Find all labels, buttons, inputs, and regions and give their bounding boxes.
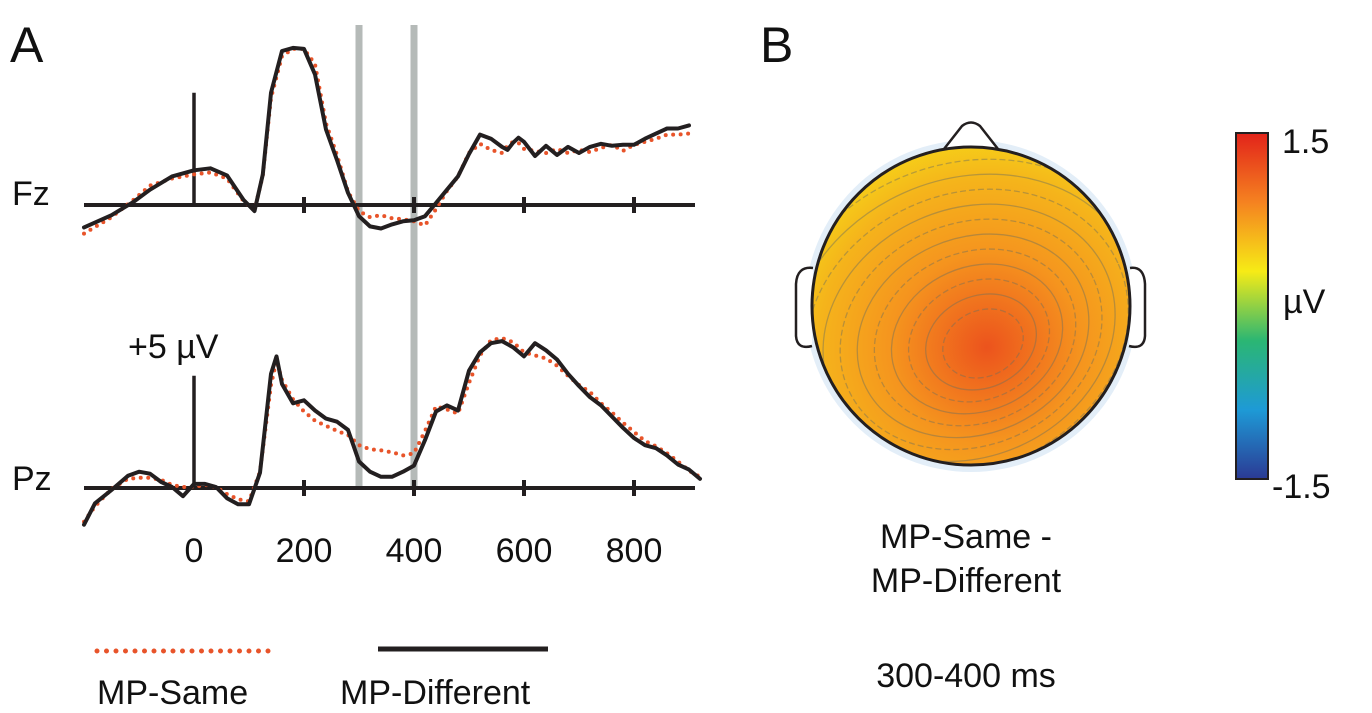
nose xyxy=(943,121,999,150)
contrast-caption-line-2: MP-Different xyxy=(871,562,1062,600)
right-ear xyxy=(1128,266,1147,349)
trace-pz-mp-different xyxy=(82,339,702,527)
colorbar: 1.5 µV -1.5 xyxy=(1235,123,1331,506)
head-outline xyxy=(810,145,1132,467)
colorbar-gradient xyxy=(1235,132,1269,480)
legend-label-mp-same: MP-Same xyxy=(97,674,248,712)
x-tick-label-600: 600 xyxy=(496,532,553,570)
colorbar-min-label: -1.5 xyxy=(1272,468,1331,506)
x-tick-label-200: 200 xyxy=(276,532,333,570)
trace-fz-mp-different xyxy=(82,45,691,231)
legend: MP-Same MP-Different xyxy=(94,646,548,712)
legend-label-mp-different: MP-Different xyxy=(340,674,531,712)
panel-b-label: B xyxy=(760,17,793,73)
contour-1 xyxy=(942,308,1024,379)
channel-label-fz: Fz xyxy=(12,175,50,213)
contrast-caption-line-1: MP-Same - xyxy=(880,518,1052,556)
x-tick-label-400: 400 xyxy=(386,532,443,570)
erp-panel: Fz Pz 0 200 400 600 800 +5 µV xyxy=(12,25,702,570)
panel-a-label: A xyxy=(10,17,44,73)
x-tick-label-800: 800 xyxy=(606,532,663,570)
channel-label-pz: Pz xyxy=(12,460,52,498)
contour-3 xyxy=(907,278,1051,403)
trace-pz-mp-same xyxy=(82,336,702,524)
erp-labels: Fz Pz 0 200 400 600 800 +5 µV xyxy=(12,175,662,570)
erp-traces xyxy=(82,45,702,527)
erp-axes xyxy=(84,92,695,496)
window-start-bar xyxy=(355,25,363,487)
time-window-caption: 300-400 ms xyxy=(876,657,1056,695)
contour-7 xyxy=(839,218,1103,451)
colorbar-unit-label: µV xyxy=(1283,283,1326,321)
window-end-bar xyxy=(410,25,418,487)
scale-bar-label: +5 µV xyxy=(128,328,219,366)
contour-6 xyxy=(856,233,1090,439)
scalp-map xyxy=(812,147,1130,465)
contour-5 xyxy=(873,248,1077,427)
left-ear xyxy=(794,266,814,349)
topography-panel xyxy=(794,121,1147,472)
contour-2 xyxy=(925,293,1037,391)
contour-10 xyxy=(812,173,1130,465)
x-tick-label-0: 0 xyxy=(185,532,204,570)
colorbar-max-label: 1.5 xyxy=(1282,123,1329,161)
contour-11 xyxy=(812,158,1130,465)
contour-4 xyxy=(890,263,1064,415)
